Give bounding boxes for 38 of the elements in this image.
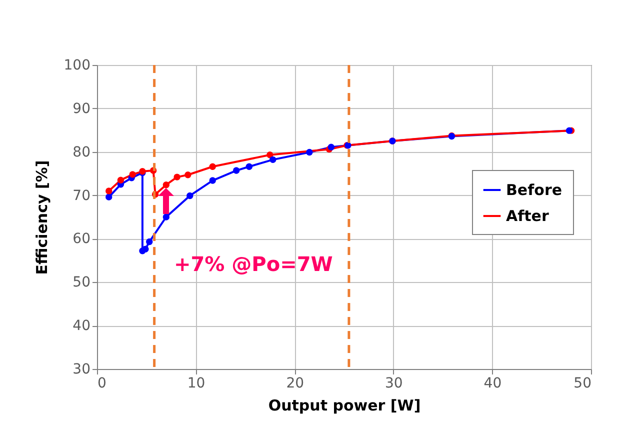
x-tick-label: 10: [187, 376, 206, 392]
x-tick-label: 40: [484, 376, 502, 392]
y-tick-label: 80: [72, 144, 90, 160]
point: [162, 214, 170, 220]
x-tick-label: 0: [98, 376, 106, 392]
point: [106, 194, 112, 200]
point: [184, 172, 192, 178]
y-tick-label: 60: [72, 231, 90, 248]
point: [232, 167, 240, 174]
point: [270, 156, 276, 164]
point: [142, 246, 149, 252]
point: [266, 152, 274, 158]
point: [186, 192, 194, 200]
y-tick-label: 90: [72, 100, 90, 117]
y-tick-label: 30: [72, 362, 90, 378]
point: [209, 163, 216, 170]
y-axis-title: Efficiency [%]: [32, 160, 51, 275]
y-tick-label: 40: [72, 318, 90, 334]
point: [306, 148, 313, 156]
point: [129, 171, 136, 178]
x-axis-title: Output power [W]: [268, 396, 421, 414]
legend-label: Before: [506, 181, 562, 199]
point: [246, 163, 253, 170]
x-tick-label: 50: [574, 376, 592, 392]
point: [328, 144, 335, 150]
point: [106, 188, 112, 194]
point: [146, 238, 153, 246]
point: [117, 176, 124, 184]
legend-label: After: [506, 207, 550, 225]
point: [209, 177, 216, 184]
y-tick-label: 50: [72, 274, 90, 291]
x-tick-label: 30: [384, 376, 403, 392]
point: [162, 182, 170, 188]
annotation: +7% @Po=7W: [174, 252, 333, 276]
point: [174, 174, 180, 180]
x-tick-label: 20: [286, 376, 304, 392]
y-tick-label: 100: [64, 58, 90, 74]
y-tick-label: 70: [72, 188, 90, 204]
